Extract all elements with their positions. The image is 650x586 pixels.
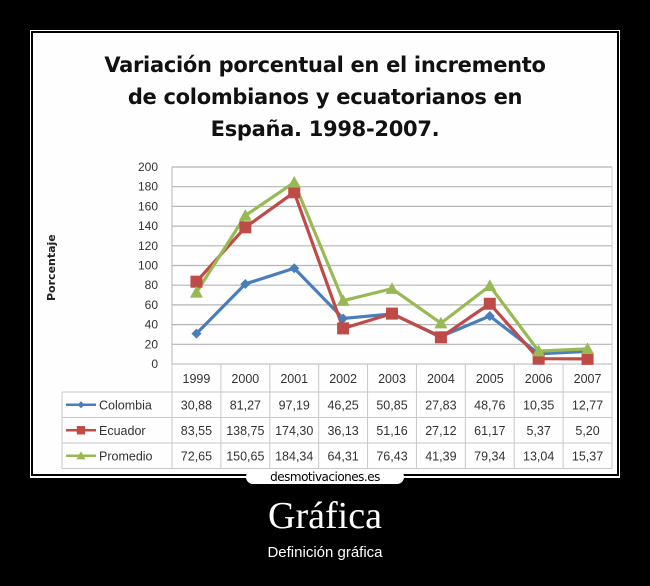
y-tick-label: 100 bbox=[138, 259, 158, 273]
x-category-label: 2002 bbox=[329, 372, 357, 386]
chart-title-line-1: Variación porcentual en el incremento bbox=[104, 53, 546, 77]
table-cell: 81,27 bbox=[230, 398, 261, 412]
line-chart: 0 20 40 60 80 100 120 140 160 180 200 1999 2000 2001 2… bbox=[61, 160, 613, 469]
table-cell: 30,88 bbox=[181, 398, 212, 412]
square-marker bbox=[239, 221, 252, 234]
table-cell: 5,20 bbox=[575, 424, 599, 438]
y-tick-label: 160 bbox=[138, 199, 158, 213]
table-cell: 50,85 bbox=[376, 398, 407, 412]
watermark-badge: desmotivaciones.es bbox=[246, 470, 404, 484]
table-cell: 15,37 bbox=[572, 449, 603, 463]
poster-title: Gráfica bbox=[268, 495, 382, 537]
diamond-marker bbox=[484, 310, 495, 321]
table-cell: 97,19 bbox=[279, 398, 310, 412]
triangle-marker bbox=[336, 294, 350, 306]
divider-right bbox=[404, 476, 620, 478]
diamond-marker bbox=[240, 278, 251, 289]
y-tick-label: 60 bbox=[145, 298, 159, 312]
square-marker bbox=[337, 322, 350, 335]
legend-label: Ecuador bbox=[99, 424, 146, 438]
table-cell: 5,37 bbox=[526, 424, 550, 438]
diamond-marker bbox=[289, 263, 300, 274]
table-cell: 83,55 bbox=[181, 424, 212, 438]
x-category-label: 2004 bbox=[427, 372, 455, 386]
triangle-marker bbox=[532, 344, 546, 357]
diamond-marker bbox=[77, 401, 85, 409]
x-category-label: 2006 bbox=[525, 372, 553, 386]
triangle-marker bbox=[385, 282, 399, 294]
square-marker bbox=[483, 297, 496, 310]
x-category-label: 2000 bbox=[231, 372, 259, 386]
y-tick-label: 180 bbox=[138, 180, 158, 194]
diamond-marker bbox=[338, 313, 349, 324]
triangle-marker bbox=[434, 316, 448, 329]
square-marker bbox=[288, 186, 301, 199]
table-cell: 13,04 bbox=[523, 449, 554, 463]
triangle-marker bbox=[483, 279, 497, 292]
y-tick-label: 200 bbox=[138, 160, 158, 174]
triangle-marker bbox=[287, 175, 301, 188]
table-cell: 46,25 bbox=[327, 398, 358, 412]
series-line-promedio bbox=[195, 180, 588, 353]
table-cell: 174,30 bbox=[275, 424, 313, 438]
table-cell: 12,77 bbox=[572, 398, 603, 412]
table-cell: 10,35 bbox=[523, 398, 554, 412]
square-marker bbox=[76, 426, 86, 435]
triangle-marker bbox=[581, 342, 595, 355]
x-category-label: 2005 bbox=[476, 372, 504, 386]
triangle-marker bbox=[238, 209, 252, 221]
y-tick-label: 80 bbox=[145, 278, 159, 292]
table-cell: 27,12 bbox=[425, 424, 456, 438]
triangle-marker bbox=[189, 285, 203, 298]
y-tick-label: 0 bbox=[151, 357, 158, 371]
table-cell: 138,75 bbox=[226, 424, 264, 438]
table-cell: 36,13 bbox=[327, 424, 358, 438]
x-category-label: 2003 bbox=[378, 372, 406, 386]
diamond-marker bbox=[191, 328, 202, 339]
series-line-ecuador bbox=[195, 190, 588, 361]
table-cell: 48,76 bbox=[474, 398, 505, 412]
table-cell: 51,16 bbox=[376, 424, 407, 438]
square-marker bbox=[190, 275, 203, 288]
table-cell: 72,65 bbox=[181, 449, 212, 463]
chart-image: Variación porcentual en el incremento de… bbox=[33, 33, 617, 474]
legend-label: Colombia bbox=[99, 398, 152, 412]
square-marker bbox=[581, 352, 594, 365]
x-category-label: 1999 bbox=[183, 372, 211, 386]
triangle-marker bbox=[76, 451, 86, 460]
x-category-label: 2001 bbox=[280, 372, 308, 386]
table-cell: 41,39 bbox=[425, 449, 456, 463]
y-tick-label: 120 bbox=[138, 239, 158, 253]
table-cell: 184,34 bbox=[275, 449, 313, 463]
table-cell: 64,31 bbox=[327, 449, 358, 463]
x-category-label: 2007 bbox=[574, 372, 602, 386]
table-cell: 76,43 bbox=[376, 449, 407, 463]
square-marker bbox=[386, 307, 398, 320]
divider-left bbox=[30, 476, 246, 478]
table-cell: 79,34 bbox=[474, 449, 505, 463]
chart-title-line-3: España. 1998-2007. bbox=[210, 117, 440, 141]
y-tick-label: 20 bbox=[145, 337, 159, 351]
table-cell: 61,17 bbox=[474, 424, 505, 438]
square-marker bbox=[434, 331, 447, 344]
table-cell: 150,65 bbox=[226, 449, 264, 463]
y-tick-label: 40 bbox=[145, 318, 159, 332]
chart-title: Variación porcentual en el incremento de… bbox=[33, 49, 617, 145]
chart-title-line-2: de colombianos y ecuatorianos en bbox=[127, 85, 523, 109]
table-cell: 27,83 bbox=[425, 398, 456, 412]
legend-label: Promedio bbox=[99, 449, 153, 463]
poster-subtitle: Definición gráfica bbox=[267, 544, 383, 561]
y-tick-label: 140 bbox=[138, 219, 158, 233]
watermark-text: desmotivaciones.es bbox=[270, 470, 380, 484]
